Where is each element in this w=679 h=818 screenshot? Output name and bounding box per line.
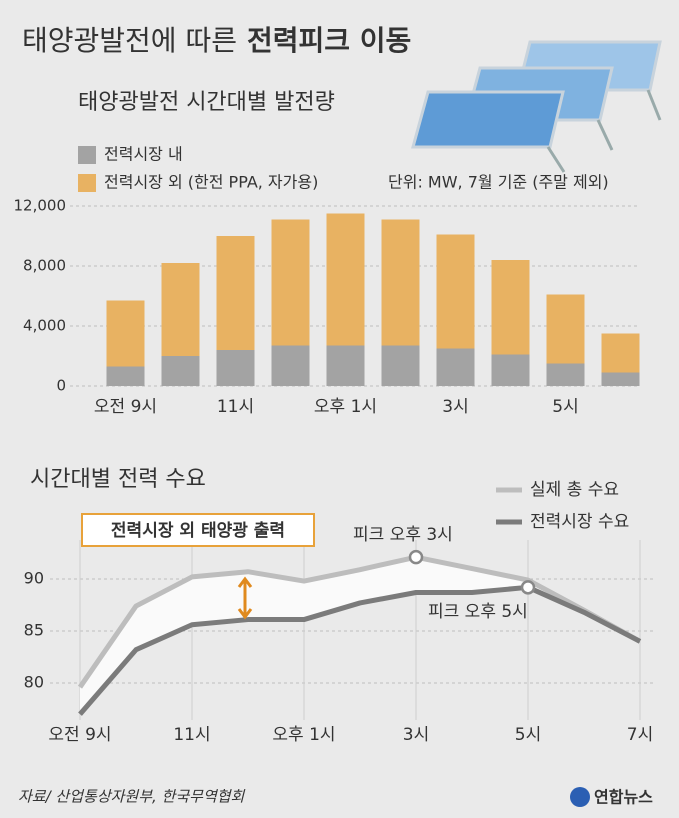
unit-note: 단위: MW, 7월 기준 (주말 제외) — [388, 173, 609, 192]
legend-label: 전력시장 외 (한전 PPA, 자가용) — [104, 173, 318, 192]
chart-title: 시간대별 전력 수요 — [30, 467, 206, 492]
solar-panel-illustration — [411, 40, 662, 173]
page-title: 태양광발전에 따른 — [22, 24, 237, 57]
x-tick-label: 3시 — [403, 725, 429, 745]
annotation: 피크 오후 3시 — [353, 525, 453, 545]
legend-label: 전력시장 내 — [104, 145, 183, 164]
line-series — [77, 554, 642, 689]
x-tick-label: 7시 — [627, 725, 653, 745]
y-tick-label: 4,000 — [23, 317, 66, 335]
y-tick-label: 12,000 — [14, 197, 67, 215]
chart-title: 태양광발전 시간대별 발전량 — [78, 90, 335, 115]
y-tick-label: 8,000 — [23, 257, 66, 275]
x-tick-label: 11시 — [173, 725, 210, 745]
bar-segment — [491, 260, 530, 355]
y-tick-label: 90 — [24, 569, 44, 588]
bar-segment — [436, 348, 475, 386]
annotation: 피크 오후 5시 — [428, 602, 528, 622]
y-tick-label: 85 — [24, 621, 44, 640]
bar-segment — [381, 345, 420, 386]
bar-segment — [546, 294, 585, 364]
bar-segment — [161, 356, 200, 386]
x-tick-label: 오전 9시 — [94, 397, 157, 417]
peak-marker — [520, 580, 536, 595]
source: 자료/ 산업통상자원부, 한국무역협회 — [18, 788, 246, 806]
x-tick-label: 오후 1시 — [272, 725, 335, 745]
x-tick-label: 오후 1시 — [314, 397, 377, 417]
peak-marker — [408, 549, 424, 565]
x-tick-label: 5시 — [515, 725, 541, 745]
bar-segment — [381, 219, 420, 346]
bar-segment — [491, 354, 530, 386]
bar-segment — [436, 234, 475, 349]
bar-segment — [601, 372, 640, 386]
bar-segment — [271, 219, 310, 346]
x-tick-label: 오전 9시 — [48, 725, 111, 745]
bar-segment — [326, 213, 365, 346]
legend-swatch — [78, 146, 96, 164]
line-series — [78, 584, 642, 716]
bar-segment — [106, 300, 145, 367]
logo-text: 연합뉴스 — [594, 788, 653, 807]
bar-segment — [546, 363, 585, 386]
bar-segment — [326, 345, 365, 386]
page-title-emphasis: 전력피크 이동 — [247, 24, 411, 57]
x-tick-label: 11시 — [217, 397, 254, 417]
bar-segment — [161, 263, 200, 356]
gap-area — [80, 557, 640, 715]
x-tick-label: 3시 — [442, 397, 468, 417]
y-tick-label: 80 — [24, 673, 44, 692]
legend-swatch — [78, 174, 96, 192]
bar-segment — [216, 236, 255, 350]
annotation-box — [81, 513, 315, 547]
x-tick-label: 5시 — [552, 397, 578, 417]
bar-segment — [216, 350, 255, 386]
logo: 연합뉴스 — [570, 787, 653, 807]
y-tick-label: 0 — [56, 377, 66, 395]
bar-segment — [601, 333, 640, 373]
legend-label: 실제 총 수요 — [530, 480, 619, 500]
annotation: 전력시장 외 태양광 출력 — [111, 521, 285, 541]
bar-segment — [106, 366, 145, 386]
legend-label: 전력시장 수요 — [530, 512, 629, 532]
bar-segment — [271, 345, 310, 386]
arrow — [237, 576, 253, 620]
